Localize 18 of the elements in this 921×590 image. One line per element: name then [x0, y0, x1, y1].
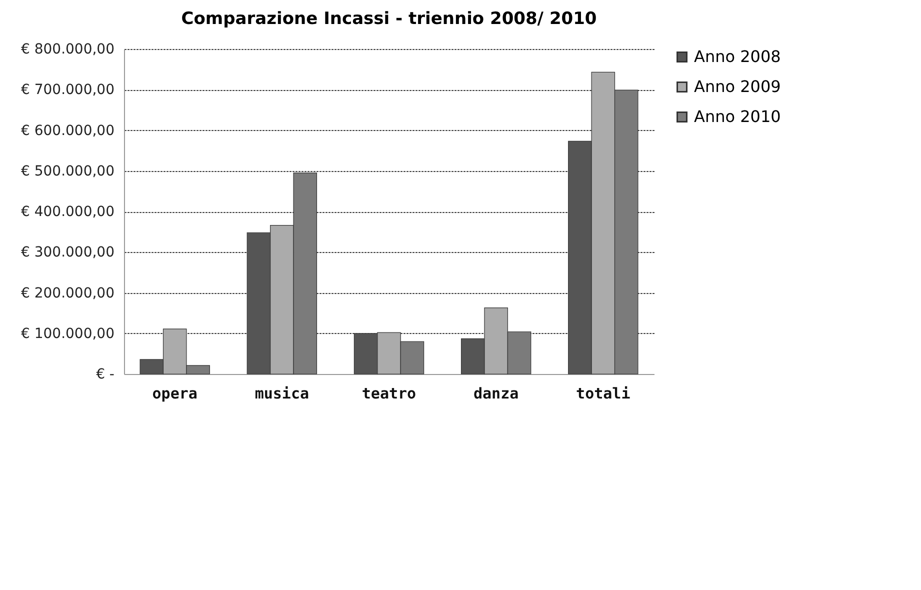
y-tick-label: € 600.000,00: [20, 122, 114, 139]
legend-label: Anno 2009: [694, 77, 781, 96]
legend-label: Anno 2010: [694, 107, 781, 126]
x-tick-label: opera: [152, 384, 198, 402]
x-tick-label: danza: [473, 384, 519, 402]
y-tick-label: € 400.000,00: [20, 204, 114, 220]
chart-title: Comparazione Incassi - triennio 2008/ 2010: [181, 9, 597, 29]
y-tick-label: € 100.000,00: [20, 326, 114, 342]
y-tick-label: € 500.000,00: [20, 163, 114, 180]
y-tick-label: € 700.000,00: [20, 82, 114, 98]
y-tick-label: € 800.000,00: [20, 42, 114, 58]
legend-label: Anno 2008: [694, 47, 781, 66]
y-tick-label: € 300.000,00: [20, 244, 114, 261]
y-tick-label: € -: [96, 366, 114, 382]
x-tick-label: totali: [576, 384, 630, 402]
y-tick-label: € 200.000,00: [20, 285, 114, 302]
x-tick-label: teatro: [362, 384, 416, 402]
x-tick-label: musica: [254, 384, 310, 402]
